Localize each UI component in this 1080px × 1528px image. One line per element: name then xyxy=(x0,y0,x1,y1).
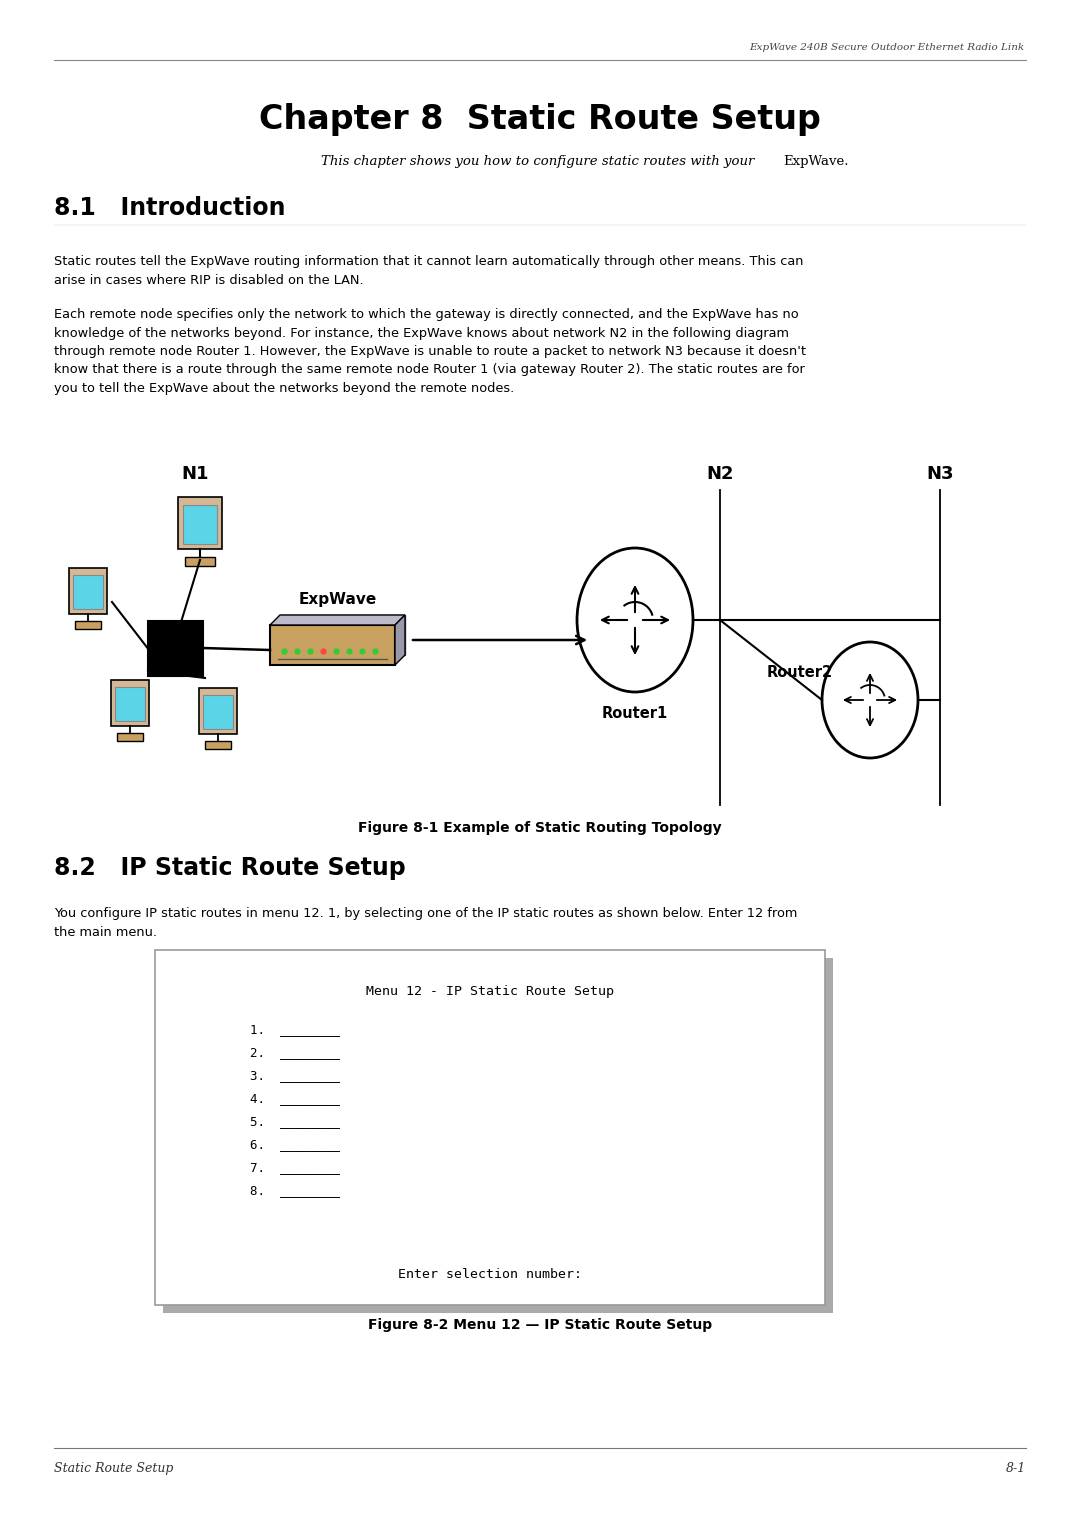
Text: 8.  ________: 8. ________ xyxy=(249,1184,340,1198)
Text: N2: N2 xyxy=(706,465,733,483)
Text: 7.  ________: 7. ________ xyxy=(249,1161,340,1175)
FancyBboxPatch shape xyxy=(185,558,215,565)
Polygon shape xyxy=(395,614,405,665)
Text: Static routes tell the ExpWave routing information that it cannot learn automati: Static routes tell the ExpWave routing i… xyxy=(54,255,804,287)
Ellipse shape xyxy=(822,642,918,758)
FancyBboxPatch shape xyxy=(178,497,222,549)
Text: N1: N1 xyxy=(181,465,208,483)
Text: 6.  ________: 6. ________ xyxy=(249,1138,340,1152)
Polygon shape xyxy=(270,614,405,625)
Text: Enter selection number:: Enter selection number: xyxy=(399,1268,582,1282)
Text: 2.  ________: 2. ________ xyxy=(249,1047,340,1059)
Text: 8-1: 8-1 xyxy=(1005,1462,1026,1475)
Text: This chapter shows you how to configure static routes with your: This chapter shows you how to configure … xyxy=(321,156,759,168)
Text: Chapter 8  Static Route Setup: Chapter 8 Static Route Setup xyxy=(259,104,821,136)
FancyBboxPatch shape xyxy=(270,625,395,665)
Text: ExpWave.: ExpWave. xyxy=(783,156,849,168)
Text: 8.2   IP Static Route Setup: 8.2 IP Static Route Setup xyxy=(54,856,406,880)
Ellipse shape xyxy=(577,549,693,692)
Text: 5.  ________: 5. ________ xyxy=(249,1115,340,1129)
Text: ExpWave: ExpWave xyxy=(298,591,377,607)
Bar xyxy=(163,958,833,1313)
FancyBboxPatch shape xyxy=(203,695,233,729)
Text: Figure 8-1 Example of Static Routing Topology: Figure 8-1 Example of Static Routing Top… xyxy=(359,821,721,834)
Text: Menu 12 - IP Static Route Setup: Menu 12 - IP Static Route Setup xyxy=(366,986,615,998)
Text: ExpWave 240B Secure Outdoor Ethernet Radio Link: ExpWave 240B Secure Outdoor Ethernet Rad… xyxy=(748,43,1024,52)
FancyBboxPatch shape xyxy=(117,733,144,741)
Text: 8.1   Introduction: 8.1 Introduction xyxy=(54,196,285,220)
FancyBboxPatch shape xyxy=(116,686,145,721)
FancyBboxPatch shape xyxy=(110,680,149,726)
Text: 1.  ________: 1. ________ xyxy=(249,1024,340,1036)
FancyBboxPatch shape xyxy=(199,688,238,733)
FancyBboxPatch shape xyxy=(69,568,107,614)
Text: 4.  ________: 4. ________ xyxy=(249,1093,340,1105)
FancyBboxPatch shape xyxy=(183,504,217,544)
Text: N3: N3 xyxy=(927,465,954,483)
Text: Router1: Router1 xyxy=(602,706,669,721)
FancyBboxPatch shape xyxy=(148,620,203,675)
Text: Each remote node specifies only the network to which the gateway is directly con: Each remote node specifies only the netw… xyxy=(54,309,806,396)
FancyBboxPatch shape xyxy=(280,614,405,656)
Bar xyxy=(156,950,825,1305)
Text: Router2: Router2 xyxy=(767,665,833,680)
Text: 3.  ________: 3. ________ xyxy=(249,1070,340,1082)
FancyBboxPatch shape xyxy=(73,575,103,610)
Text: You configure IP static routes in menu 12. 1, by selecting one of the IP static : You configure IP static routes in menu 1… xyxy=(54,908,797,938)
FancyBboxPatch shape xyxy=(75,620,102,628)
Text: Figure 8-2 Menu 12 — IP Static Route Setup: Figure 8-2 Menu 12 — IP Static Route Set… xyxy=(368,1319,712,1332)
Text: Static Route Setup: Static Route Setup xyxy=(54,1462,174,1475)
FancyBboxPatch shape xyxy=(205,741,231,749)
